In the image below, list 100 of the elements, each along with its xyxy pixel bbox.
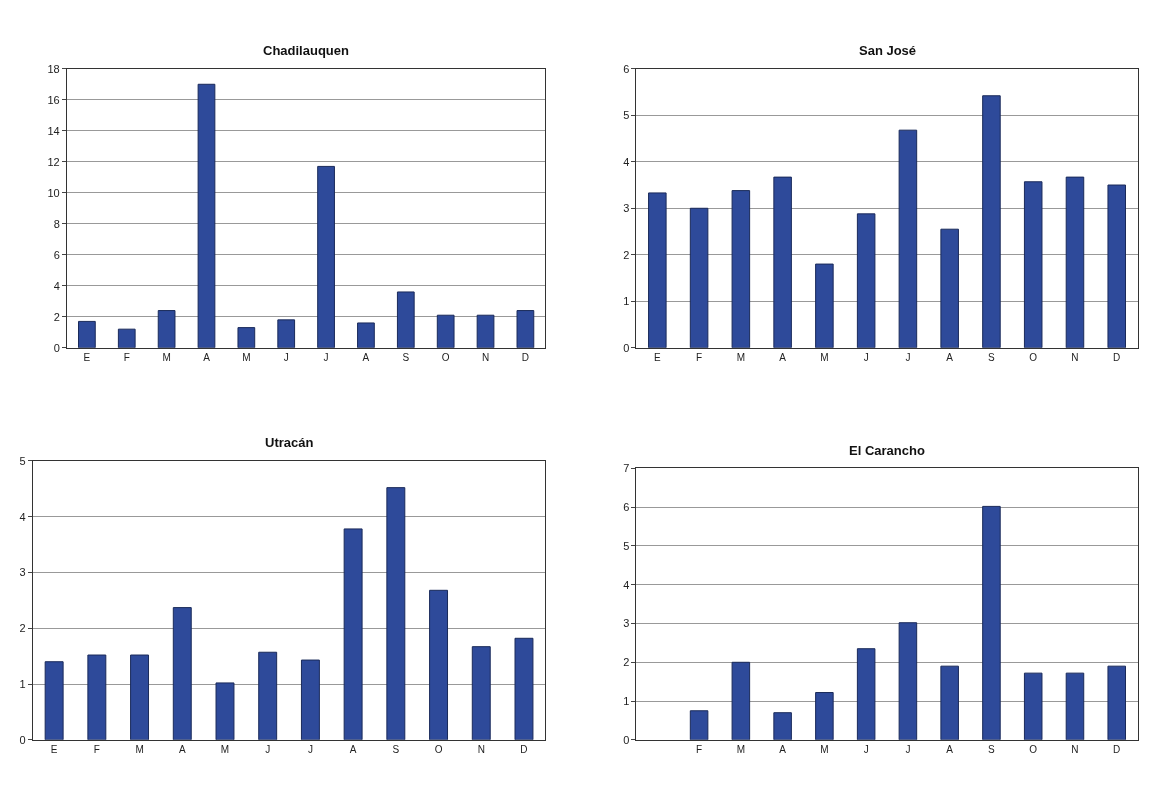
x-tick-label: A [178,743,186,755]
bar [436,314,455,348]
x-tick-label: F [696,351,703,363]
x-tick-label: A [362,351,370,363]
y-tick-label: 16 [47,93,60,106]
x-tick-label: A [349,743,357,755]
bar [689,207,709,348]
bar [357,322,375,348]
chart-title: El Carancho [849,443,925,458]
y-tick-label: 1 [623,694,630,707]
y-tick-label: 2 [623,248,630,261]
y-tick-label: 7 [623,462,630,475]
y-tick-label: 3 [623,202,630,215]
bar [277,319,296,348]
bar [44,661,64,740]
x-tick-label: J [283,351,289,363]
y-tick-label: 14 [47,124,60,137]
y-tick-label: 4 [623,578,630,591]
y-tick-label: 12 [47,155,60,168]
x-tick-label: O [434,743,443,755]
x-tick-label: M [820,351,829,363]
x-tick-label: A [779,351,787,363]
bar [78,320,96,348]
y-tick-label: 2 [19,622,26,635]
bar [1065,672,1085,740]
x-tick-label: O [1029,743,1038,755]
x-tick-label: M [162,351,171,363]
bar [815,692,834,740]
x-tick-label: J [323,351,329,363]
bar [982,95,1001,348]
x-tick-label: E [50,743,58,755]
y-tick-label: 4 [19,510,26,523]
y-tick-label: 4 [623,155,630,168]
bar [940,228,959,348]
y-tick-label: 5 [19,454,26,467]
bar [648,192,667,348]
x-tick-label: D [521,351,530,363]
bar [856,213,876,348]
x-tick-label: J [265,743,271,755]
bar [429,589,449,740]
y-tick-label: 0 [53,341,60,354]
bar [215,682,235,740]
bar [197,83,216,348]
chart-title: Utracán [265,435,314,450]
y-tick-label: 2 [53,310,60,323]
y-tick-label: 8 [53,217,60,230]
x-tick-label: M [820,743,829,755]
bar [87,654,107,740]
bar [317,165,335,348]
x-tick-label: E [653,351,661,363]
bar [815,263,834,348]
y-tick-label: 10 [47,186,60,199]
bar [1065,176,1085,348]
x-tick-label: E [83,351,91,363]
y-tick-label: 5 [623,109,630,122]
bar [773,712,792,740]
bar [396,291,415,348]
x-tick-label: N [481,351,490,363]
bar [471,646,491,740]
y-tick-label: 6 [623,501,630,514]
x-tick-label: N [1071,351,1079,363]
bar [172,607,192,740]
y-tick-label: 4 [53,279,60,292]
x-tick-label: F [93,743,100,755]
chart-title: Chadilauquen [263,43,350,58]
bar [940,665,959,740]
y-tick-label: 3 [19,566,26,579]
x-tick-label: D [1113,743,1121,755]
x-tick-label: N [1071,743,1079,755]
bar [343,528,363,740]
x-tick-label: J [905,351,911,363]
x-tick-label: S [392,743,400,755]
y-tick-label: 1 [623,295,630,308]
bar [130,654,150,740]
x-tick-label: A [946,351,954,363]
x-tick-label: F [123,351,130,363]
bar [117,328,136,348]
x-tick-label: F [696,743,703,755]
bar [300,659,320,740]
x-tick-label: O [1029,351,1038,363]
x-tick-label: D [1113,351,1121,363]
y-tick-label: 5 [623,539,630,552]
bar [476,314,495,348]
bar [856,648,876,740]
x-tick-label: D [520,743,528,755]
bar [731,190,751,348]
bar [386,487,406,740]
y-tick-label: 1 [19,677,26,690]
bar [731,661,751,740]
bar [514,637,534,740]
x-tick-label: M [242,351,251,363]
x-tick-label: M [736,351,746,363]
x-tick-label: S [402,351,410,363]
x-tick-label: S [988,743,996,755]
bar [773,176,792,348]
x-tick-label: J [863,743,869,755]
y-tick-label: 3 [623,617,630,630]
x-tick-label: J [307,743,313,755]
y-tick-label: 2 [623,656,630,669]
bar [237,327,256,348]
